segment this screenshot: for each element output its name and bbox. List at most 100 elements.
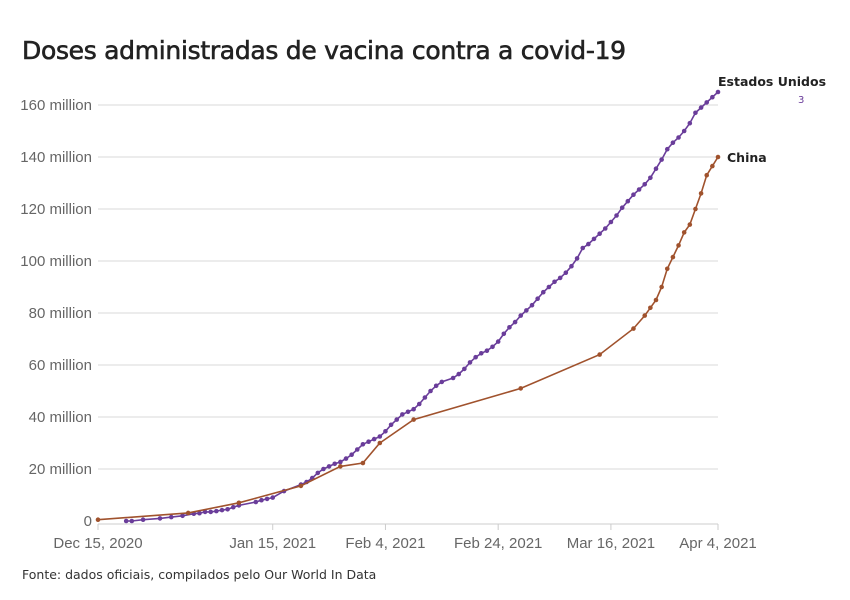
y-tick-label: 100 million — [20, 253, 92, 270]
annotation: 3 — [798, 95, 804, 106]
data-point — [490, 344, 495, 350]
data-point — [230, 504, 236, 510]
data-point — [383, 429, 388, 434]
y-tick-label: 160 million — [20, 97, 92, 114]
data-point — [366, 439, 371, 445]
data-point — [416, 401, 422, 407]
data-point — [478, 351, 484, 356]
data-point — [507, 325, 512, 330]
data-point — [501, 331, 507, 337]
data-point — [197, 510, 202, 516]
data-point — [636, 187, 642, 192]
data-point — [225, 507, 230, 512]
data-point — [315, 470, 321, 476]
data-point — [298, 483, 304, 489]
data-point — [580, 245, 586, 251]
x-tick-label: Feb 24, 2021 — [454, 535, 542, 552]
data-point — [698, 191, 704, 196]
series-label: Estados Unidos — [718, 74, 826, 89]
data-point — [484, 348, 490, 354]
data-point — [467, 360, 473, 365]
x-tick-label: Apr 4, 2021 — [679, 535, 757, 552]
data-point — [326, 464, 332, 469]
data-point — [704, 172, 710, 178]
x-tick-label: Feb 4, 2021 — [345, 535, 425, 552]
data-point — [140, 517, 146, 522]
data-point — [659, 157, 664, 162]
data-point — [377, 440, 383, 446]
data-point — [715, 154, 721, 160]
data-point — [180, 513, 185, 519]
data-point — [653, 297, 659, 303]
series-line-us — [126, 91, 719, 522]
source-note: Fonte: dados oficiais, compilados pelo O… — [22, 567, 377, 582]
data-point — [518, 313, 524, 318]
y-tick-label: 0 — [84, 513, 92, 530]
data-point — [185, 510, 191, 516]
data-point — [236, 500, 242, 506]
data-point — [518, 386, 524, 391]
data-point — [597, 352, 602, 357]
data-point — [433, 383, 439, 389]
data-point — [450, 375, 456, 381]
data-point — [687, 222, 693, 227]
data-point — [642, 182, 648, 187]
data-point — [202, 509, 208, 515]
data-point — [681, 128, 687, 134]
data-point — [535, 296, 540, 302]
data-point — [524, 308, 529, 313]
data-point — [411, 417, 416, 422]
data-point — [422, 395, 428, 400]
data-point — [602, 226, 608, 231]
data-point — [648, 305, 653, 311]
data-point — [388, 422, 394, 428]
data-point — [428, 388, 433, 394]
data-point — [710, 163, 715, 169]
series-line-china — [97, 156, 719, 521]
data-point — [715, 89, 721, 95]
y-tick-label: 60 million — [29, 357, 92, 374]
y-tick-label: 20 million — [29, 461, 92, 478]
data-point — [540, 289, 546, 295]
data-point — [619, 205, 625, 210]
data-point — [664, 146, 670, 152]
data-point — [552, 279, 557, 285]
data-point — [349, 452, 354, 458]
data-point — [495, 339, 501, 344]
data-point — [648, 175, 653, 181]
data-point — [670, 140, 676, 145]
data-point — [343, 456, 349, 461]
series-label: China — [727, 150, 767, 165]
data-point — [529, 302, 535, 308]
data-point — [321, 466, 326, 472]
chart-title: Doses administradas de vacina contra a c… — [22, 36, 627, 66]
data-point — [546, 284, 552, 290]
data-point — [360, 442, 366, 447]
data-point — [338, 459, 343, 465]
data-point — [591, 236, 597, 242]
data-point — [569, 263, 574, 269]
data-point — [586, 241, 591, 247]
y-tick-label: 40 million — [29, 409, 92, 426]
data-point — [214, 508, 219, 514]
data-point — [129, 518, 135, 524]
y-tick-label: 120 million — [20, 201, 92, 218]
x-tick-label: Dec 15, 2020 — [53, 535, 142, 552]
data-point — [400, 412, 405, 417]
data-point — [642, 313, 648, 318]
data-point — [664, 266, 670, 272]
data-point — [693, 206, 698, 212]
x-tick-label: Mar 16, 2021 — [567, 535, 655, 552]
data-point — [659, 284, 664, 290]
data-point — [631, 326, 636, 331]
data-point — [157, 516, 163, 521]
data-point — [614, 213, 619, 218]
data-point — [676, 243, 681, 248]
data-point — [704, 100, 710, 105]
data-point — [95, 517, 101, 522]
y-tick-label: 140 million — [20, 149, 92, 166]
data-point — [208, 509, 214, 515]
data-point — [354, 447, 360, 452]
data-point — [253, 499, 259, 505]
